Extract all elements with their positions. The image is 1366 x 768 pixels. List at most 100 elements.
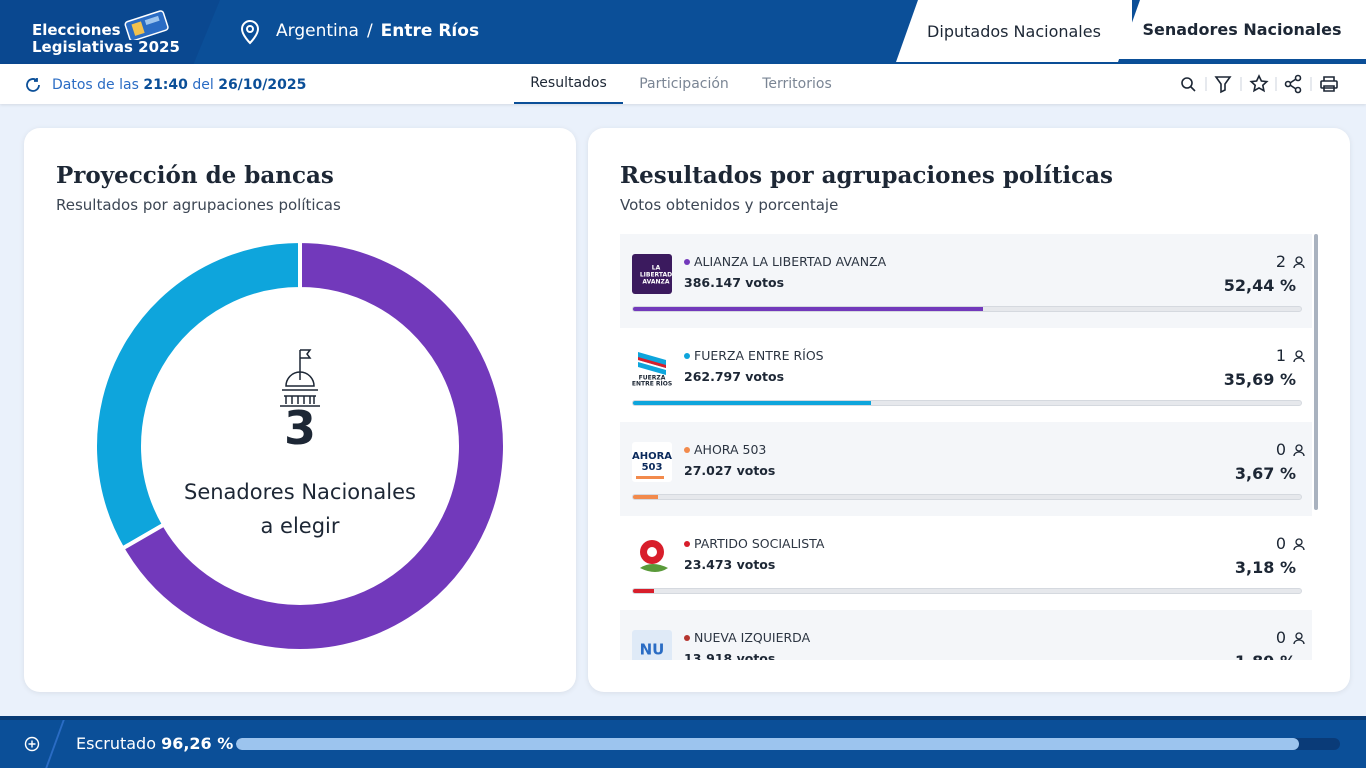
donut-segment	[119, 238, 507, 653]
location-icon	[240, 19, 260, 45]
party-votes: 23.473 votos	[684, 557, 776, 572]
congress-icon	[280, 349, 320, 407]
party-name: FUERZA ENTRE RÍOS	[694, 348, 824, 363]
seat-total: 3	[284, 401, 316, 455]
logo-text: FUERZA	[639, 375, 666, 382]
seat-icon	[1293, 350, 1305, 363]
logo-bg	[632, 254, 672, 294]
card-title: Proyección de bancas	[56, 162, 334, 189]
party-seats: 0	[1275, 534, 1286, 553]
party-row: LA LIBERTAD AVANZA ALIANZA LA LIBERTAD AVAN…	[620, 234, 1312, 328]
search-button[interactable]	[1181, 77, 1196, 92]
favorite-button[interactable]	[1249, 74, 1269, 93]
party-name: NUEVA IZQUIERDA	[694, 630, 811, 645]
brand-line: Elecciones	[32, 21, 121, 39]
breadcrumb: Argentina / Entre Ríos	[276, 21, 479, 41]
card-subtitle: Votos obtenidos y porcentaje	[620, 196, 839, 214]
seat-icon-shape	[1293, 350, 1305, 363]
nav-tab[interactable]: Territorios	[762, 76, 832, 92]
party-percent: 52,44 %	[1223, 276, 1296, 295]
header: Elecciones Legislativas 2025 Argentina /…	[0, 0, 1366, 64]
nav-tab[interactable]: Participación	[639, 76, 729, 92]
party-dot	[684, 447, 690, 453]
party-name: PARTIDO SOCIALISTA	[694, 536, 825, 551]
scrutiny: Escrutado 96,26 %	[76, 734, 233, 753]
party-percent: 3,18 %	[1234, 558, 1296, 577]
party-dot	[684, 635, 690, 641]
percent-track	[632, 588, 1302, 594]
party-seats: 0	[1275, 628, 1286, 647]
logo-text: NU	[640, 641, 665, 659]
party-name: AHORA 503	[694, 442, 767, 457]
update-prefix: Datos de las	[52, 77, 139, 93]
scrutiny-bar	[236, 738, 1299, 750]
share-button[interactable]	[1284, 74, 1302, 94]
party-seats: 0	[1275, 440, 1286, 459]
nav-tab[interactable]: Resultados	[514, 64, 623, 104]
seat-icon-shape	[1293, 256, 1305, 269]
percent-track	[632, 494, 1302, 500]
breadcrumb-country[interactable]: Argentina	[276, 21, 359, 41]
chamber-tab[interactable]: Diputados Nacionales	[896, 0, 1132, 62]
logo-text: ENTRE RÍOS	[632, 380, 672, 388]
party-logo: NU	[632, 630, 672, 660]
brand-line: Legislativas 2025	[32, 38, 180, 56]
scrollbar[interactable]	[1314, 234, 1318, 510]
update-time: 21:40	[143, 77, 188, 93]
percent-bar	[633, 589, 655, 593]
party-seats: 1	[1275, 346, 1286, 365]
refresh-icon[interactable]	[24, 76, 42, 94]
expand-button[interactable]	[22, 734, 42, 754]
party-votes: 27.027 votos	[684, 463, 776, 478]
chamber-tab[interactable]: Senadores Nacionales	[1118, 0, 1366, 62]
scrutiny-value: 96,26 %	[161, 734, 234, 753]
party-votes: 262.797 votos	[684, 369, 785, 384]
percent-bar	[633, 401, 872, 405]
party-percent: 35,69 %	[1223, 370, 1296, 389]
party-name: ALIANZA LA LIBERTAD AVANZA	[694, 254, 887, 269]
party-dot	[684, 541, 690, 547]
party-logo	[632, 536, 672, 576]
percent-bar	[633, 307, 984, 311]
party-dot	[684, 353, 690, 359]
footer-separator	[45, 720, 65, 768]
logo-stripe	[638, 357, 666, 368]
percent-track	[632, 400, 1302, 406]
logo-text: LIBERTAD	[640, 272, 672, 279]
print-button[interactable]	[1320, 76, 1338, 92]
seat-icon	[1293, 256, 1305, 269]
logo-bg	[632, 630, 672, 660]
seat-total-label: a elegir	[260, 514, 339, 538]
seat-donut: 3 Senadores Nacionales a elegir	[93, 238, 507, 653]
footer: Escrutado 96,26 %	[0, 716, 1366, 768]
seat-icon	[1293, 632, 1305, 645]
results-card: Resultados por agrupaciones políticas Vo…	[588, 128, 1350, 692]
party-row: FUERZA ENTRE RÍOS FUERZA ENTRE RÍOS 262.797…	[620, 328, 1312, 422]
update-connector: del	[192, 77, 214, 93]
seats-card: Proyección de bancas Resultados por agru…	[24, 128, 576, 692]
breadcrumb-separator: /	[366, 21, 373, 41]
brand[interactable]: Elecciones Legislativas 2025	[32, 22, 180, 56]
seat-icon	[1293, 538, 1305, 551]
scrutiny-label: Escrutado	[76, 734, 156, 753]
party-row: PARTIDO SOCIALISTA 23.473 votos 0 3,18 %	[620, 516, 1312, 610]
breadcrumb-province[interactable]: Entre Ríos	[380, 21, 480, 41]
party-votes: 386.147 votos	[684, 275, 785, 290]
seat-icon	[1293, 444, 1305, 457]
brand-logo	[124, 10, 169, 40]
brand-block	[0, 0, 220, 64]
party-seats: 2	[1275, 252, 1286, 271]
card-subtitle: Resultados por agrupaciones políticas	[56, 196, 341, 214]
party-dot	[684, 259, 690, 265]
logo-rose-center	[647, 547, 657, 557]
update-info: Datos de las 21:40 del 26/10/2025	[52, 77, 306, 93]
party-row: NU NUEVA IZQUIERDA 13.918 votos 0 1,89 %	[620, 610, 1312, 660]
update-date: 26/10/2025	[218, 77, 307, 93]
card-title: Resultados por agrupaciones políticas	[620, 162, 1113, 189]
party-row: AHORA 503 AHORA 503 27.027 votos 0 3,67 %	[620, 422, 1312, 516]
filter-button[interactable]	[1214, 76, 1232, 94]
logo-text: LA	[652, 265, 661, 272]
